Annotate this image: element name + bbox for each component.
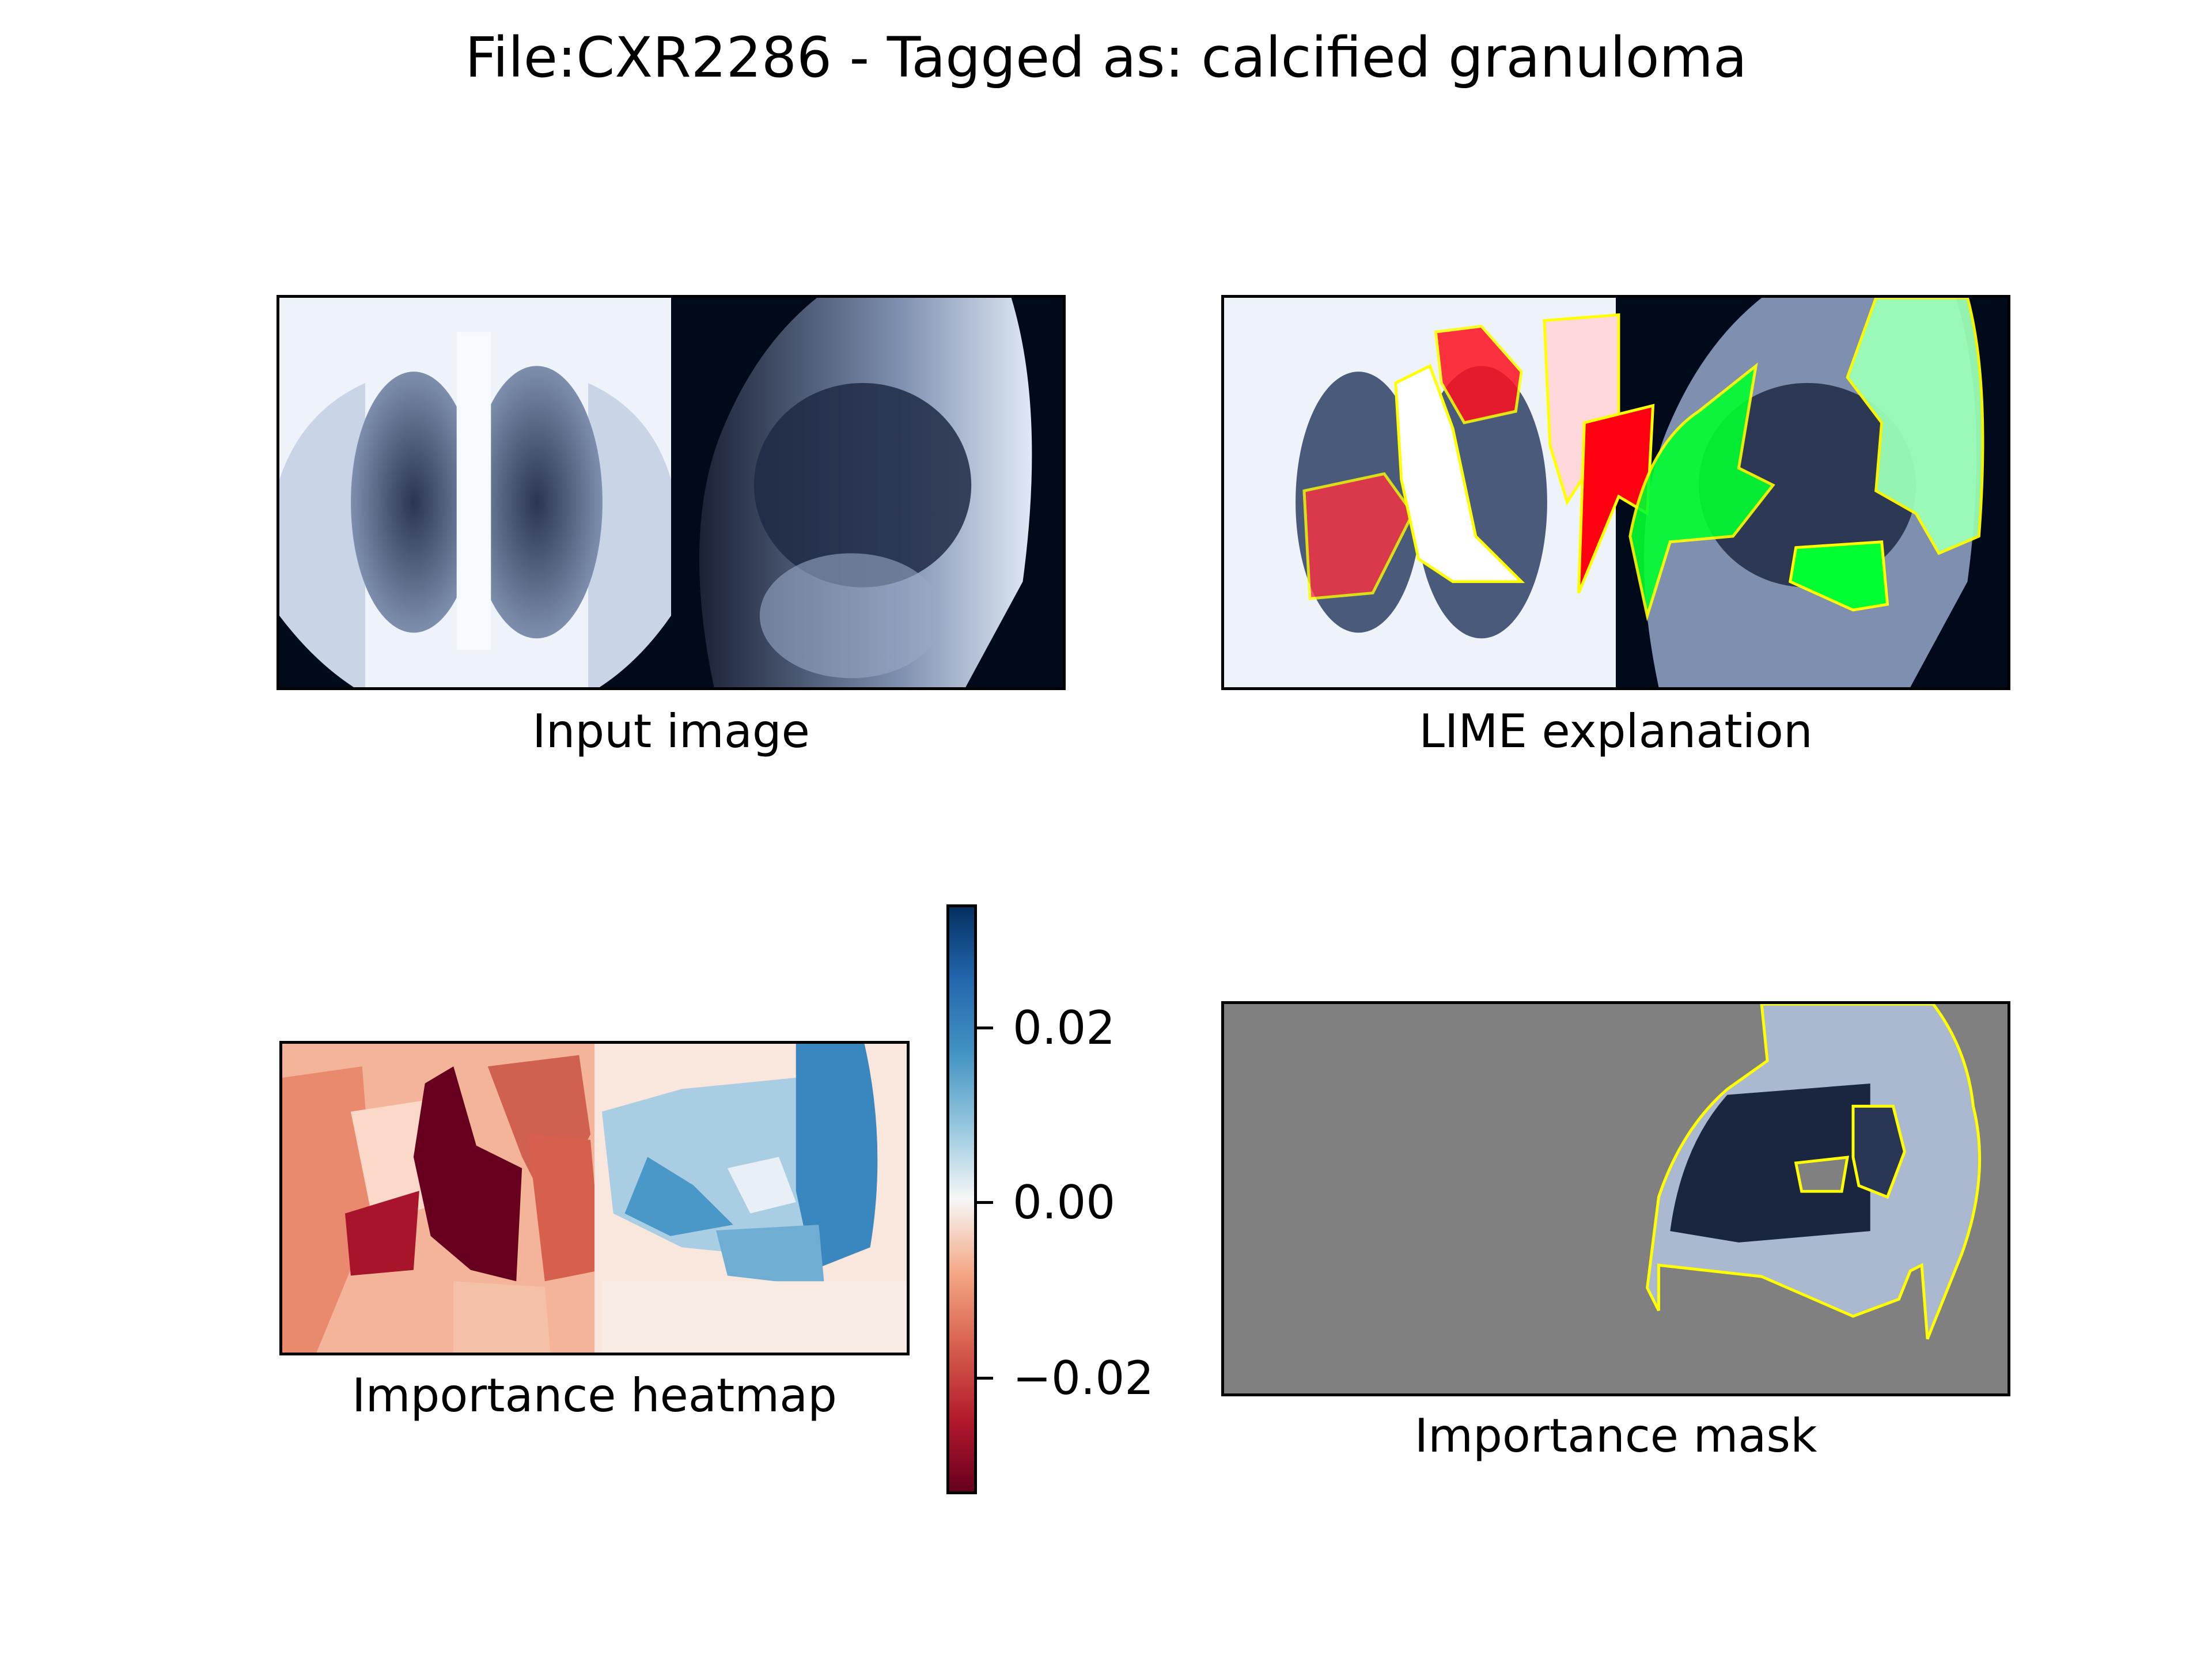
input-image-caption: Input image	[532, 704, 810, 758]
importance-heatmap-caption: Importance heatmap	[352, 1369, 837, 1422]
mask-image	[1224, 1004, 2008, 1393]
colorbar-tick-label: 0.02	[1013, 1001, 1116, 1055]
colorbar	[946, 904, 977, 1494]
importance-mask-panel	[1221, 1001, 2010, 1396]
figure-title: File:CXR2286 - Tagged as: calcified gran…	[465, 25, 1747, 90]
positive-region	[1628, 362, 1775, 622]
input-image-panel	[276, 295, 1066, 690]
positive-region	[1846, 298, 1984, 555]
positive-region	[1789, 540, 1889, 612]
negative-region	[1302, 472, 1415, 600]
importance-heatmap-panel	[279, 1041, 910, 1355]
xray-image	[279, 298, 1063, 687]
colorbar-tick-label: 0.00	[1013, 1176, 1116, 1229]
importance-mask-caption: Importance mask	[1414, 1409, 1817, 1463]
negative-region	[1434, 324, 1523, 425]
colorbar-tick-label: −0.02	[1013, 1351, 1154, 1405]
heatmap-image	[282, 1044, 907, 1353]
colorbar-tick	[977, 1377, 993, 1380]
colorbar-tick	[977, 1027, 993, 1029]
lime-explanation-caption: LIME explanation	[1419, 704, 1813, 758]
negative-region	[1577, 404, 1655, 594]
lime-explanation-panel	[1221, 295, 2010, 690]
lime-overlay-image	[1224, 298, 2008, 687]
colorbar-tick	[977, 1201, 993, 1204]
